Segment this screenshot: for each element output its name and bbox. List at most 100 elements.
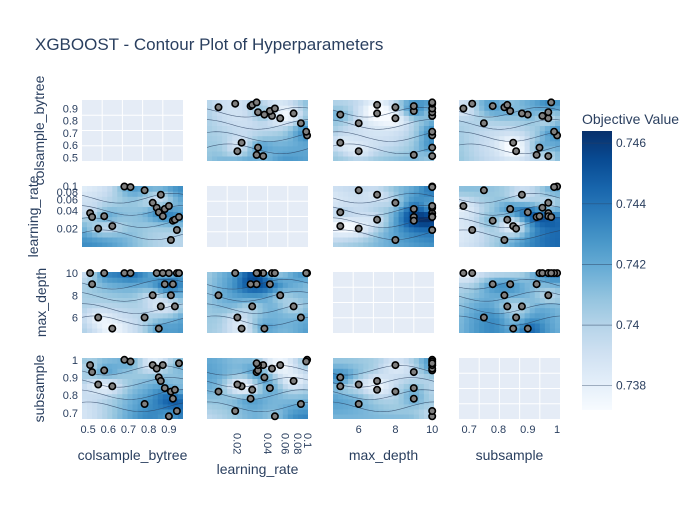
contour-cell (157, 297, 164, 304)
trial-point (252, 359, 261, 368)
contour-cell (122, 216, 128, 223)
contour-cell (282, 307, 289, 314)
contour-cell (147, 211, 154, 218)
contour-line (333, 143, 434, 154)
contour-cell (479, 125, 485, 132)
contour-cell (217, 282, 223, 288)
contour-cell (423, 236, 430, 243)
colorbar-tick-label: 0.738 (616, 379, 646, 393)
contour-cell (333, 393, 339, 400)
contour-cell (172, 231, 179, 238)
contour-cell (237, 125, 243, 132)
contour-cell (122, 297, 128, 304)
contour-cell (413, 140, 420, 147)
trial-point (409, 368, 418, 377)
contour-cell (167, 211, 174, 218)
contour-cell (489, 110, 495, 116)
contour-cell (152, 216, 159, 223)
contour-cell (413, 125, 420, 132)
contour-cell (459, 110, 465, 116)
contour-fill (459, 272, 560, 333)
trial-point (156, 302, 165, 311)
contour-cell (277, 297, 284, 304)
contour-cell (277, 358, 284, 364)
contour-cell (388, 358, 395, 364)
contour-cell (87, 236, 93, 243)
trial-point (231, 269, 240, 278)
contour-cell (333, 140, 339, 147)
contour-cell (167, 378, 174, 384)
trial-point (246, 394, 255, 403)
contour-cell (132, 201, 139, 207)
contour-cell (338, 196, 344, 202)
contour-cell (358, 135, 364, 142)
trial-point (276, 361, 285, 370)
contour-cell (227, 358, 233, 364)
contour-cell (127, 216, 134, 223)
contour-cell (282, 327, 289, 333)
contour-cell (147, 206, 154, 212)
contour-cell (142, 388, 149, 395)
contour-cell (549, 120, 556, 126)
contour-cell (137, 388, 144, 395)
contour-cell (348, 100, 354, 106)
contour-cell (282, 368, 289, 374)
contour-cell (147, 373, 154, 379)
contour-cell (87, 221, 93, 228)
contour-cell (539, 282, 546, 288)
contour-cell (297, 322, 304, 329)
contour-cell (333, 120, 339, 126)
contour-cell (338, 398, 344, 405)
contour-cell (499, 302, 505, 309)
contour-cell (102, 393, 108, 400)
contour-cell (373, 236, 379, 243)
contour-cell (122, 226, 128, 233)
contour-cell (247, 277, 253, 283)
contour-cell (142, 216, 149, 223)
contour-cell (217, 307, 223, 314)
contour-cell (549, 317, 556, 324)
contour-cell (388, 125, 395, 132)
contour-cell (262, 292, 269, 298)
contour-cell (117, 368, 123, 374)
contour-cell (388, 135, 395, 142)
contour-cell (247, 312, 253, 319)
contour-cell (247, 140, 253, 147)
contour-cell (92, 398, 98, 405)
contour-cell (297, 363, 304, 369)
contour-cell (469, 317, 475, 324)
contour-cell (504, 287, 510, 293)
contour-cell (413, 408, 420, 415)
contour-cell (504, 196, 510, 202)
contour-cell (147, 393, 154, 400)
contour-cell (388, 140, 395, 147)
contour-cell (499, 241, 505, 247)
contour-cell (333, 216, 339, 223)
contour-cell (142, 287, 149, 293)
contour-cell (117, 186, 123, 192)
contour-cell (333, 403, 339, 410)
contour-cell (272, 327, 279, 333)
contour-cell (177, 398, 183, 405)
contour-cell (297, 388, 304, 395)
contour-cell (102, 287, 108, 293)
contour-cell (338, 150, 344, 157)
contour-cell (142, 358, 149, 364)
contour-cell (127, 307, 134, 314)
trial-point (156, 190, 165, 199)
contour-cell (469, 211, 475, 218)
contour-cell (343, 393, 349, 400)
contour-cell (479, 307, 485, 314)
contour-cell (529, 201, 536, 207)
contour-cell (474, 287, 480, 293)
contour-cell (277, 130, 284, 137)
contour-cell (333, 398, 339, 405)
contour-cell (87, 241, 93, 247)
contour-cell (227, 145, 233, 152)
contour-cell (162, 241, 169, 247)
contour-cell (257, 130, 264, 137)
contour-cell (237, 302, 243, 309)
contour-cell (413, 115, 420, 121)
trial-point (391, 198, 400, 207)
contour-cell (494, 201, 500, 207)
